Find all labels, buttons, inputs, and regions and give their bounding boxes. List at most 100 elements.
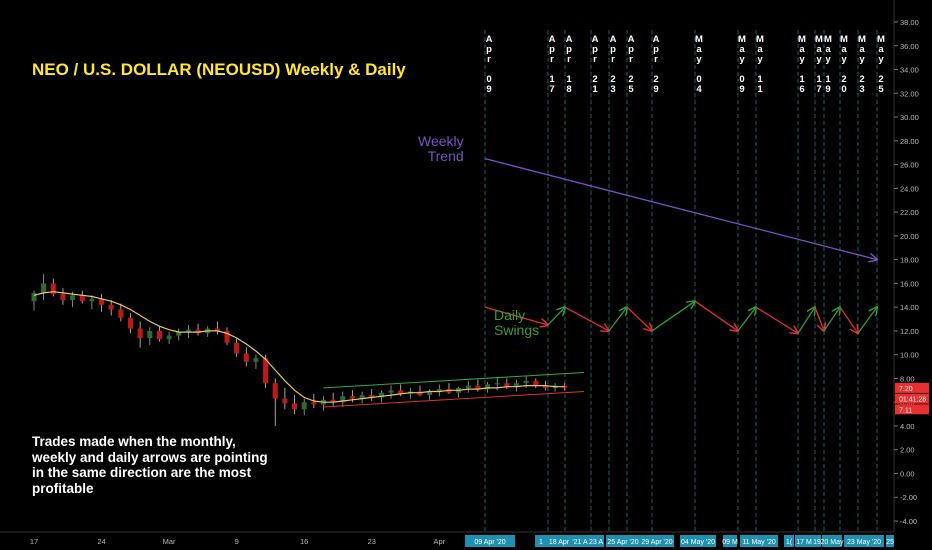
daily-swing-down-arrow xyxy=(755,306,798,333)
date-letter: M xyxy=(877,34,885,45)
y-tick-label: 38.00 xyxy=(900,18,919,27)
date-letter: r xyxy=(593,54,597,65)
date-letter: r xyxy=(611,54,615,65)
date-axis-box xyxy=(844,535,884,547)
y-tick-label: 0.00 xyxy=(900,469,915,478)
date-letter: r xyxy=(629,54,633,65)
candle-body xyxy=(359,395,365,399)
date-letter: 2 xyxy=(653,74,658,85)
daily-swing-down-arrow xyxy=(626,306,652,331)
date-axis-box xyxy=(588,535,604,547)
date-letter: 1 xyxy=(757,74,763,85)
candle-body xyxy=(292,403,298,410)
candle-body xyxy=(427,391,433,396)
date-letter: M xyxy=(858,34,866,45)
date-letter: p xyxy=(486,44,492,55)
date-letter: 7 xyxy=(549,84,554,95)
daily-swing-up-arrow xyxy=(547,307,565,326)
date-letter: a xyxy=(739,44,745,55)
date-letter: 7 xyxy=(816,84,821,95)
date-axis-label: 25 Apr '20 xyxy=(607,539,638,546)
date-axis-label: 17 M xyxy=(796,539,812,546)
date-letter: M xyxy=(798,34,806,45)
date-letter: a xyxy=(696,44,702,55)
y-tick-label: 22.00 xyxy=(900,208,919,217)
candle-body xyxy=(301,402,307,410)
date-letter: M xyxy=(738,34,746,45)
date-axis-box xyxy=(784,535,794,547)
date-letter: a xyxy=(841,44,847,55)
date-axis-label: '21 A xyxy=(572,539,588,546)
date-letter: 2 xyxy=(859,74,864,85)
date-axis-label: 04 May '20 xyxy=(681,539,715,546)
candle-body xyxy=(311,402,317,405)
date-letter: y xyxy=(757,54,763,65)
date-letter: y xyxy=(878,54,884,65)
date-axis-label: 11 May '20 xyxy=(742,539,776,546)
trade-note: Trades made when the monthly, weekly and… xyxy=(32,434,268,496)
y-tick-label: -2.00 xyxy=(900,493,917,502)
candle-body xyxy=(79,295,85,302)
date-axis-label: 09 M xyxy=(722,539,738,546)
daily-swing-up-arrow xyxy=(608,307,627,332)
date-letter: 1 xyxy=(592,84,598,95)
candle-body xyxy=(234,342,240,354)
date-letter: 0 xyxy=(739,74,744,85)
y-tick-label: 28.00 xyxy=(900,137,919,146)
candle-body xyxy=(330,399,336,403)
date-axis-label: 25 xyxy=(886,539,894,546)
date-letter: 0 xyxy=(841,84,846,95)
date-letter: a xyxy=(878,44,884,55)
candle-body xyxy=(349,396,355,399)
date-letter: y xyxy=(799,54,805,65)
date-letter: M xyxy=(695,34,703,45)
date-letter: p xyxy=(549,44,555,55)
date-letter: p xyxy=(592,44,598,55)
date-axis-label: 09 Apr '20 xyxy=(474,539,505,546)
candle-body xyxy=(494,383,500,385)
weekly-label-line1: Weekly xyxy=(418,133,464,149)
candle-body xyxy=(195,329,201,334)
date-axis-label: 1 xyxy=(539,539,543,546)
price-tag-label: 7.11 xyxy=(899,407,912,414)
y-tick-label: 20.00 xyxy=(900,232,919,241)
daily-swing-up-arrow xyxy=(737,307,756,332)
date-letter: r xyxy=(654,54,658,65)
candle-body xyxy=(485,384,491,390)
candle-body xyxy=(89,298,95,302)
date-axis-label: 19 xyxy=(813,539,821,546)
candle-body xyxy=(533,380,539,386)
candle-body xyxy=(398,390,404,394)
date-letter: y xyxy=(859,54,865,65)
date-axis-box xyxy=(606,535,640,547)
candle-body xyxy=(108,304,114,310)
y-tick-label: 32.00 xyxy=(900,89,919,98)
candle-body xyxy=(185,329,191,333)
date-letter: 2 xyxy=(841,74,846,85)
date-axis-box xyxy=(723,535,737,547)
date-letter: a xyxy=(859,44,865,55)
candle-body xyxy=(31,292,37,302)
date-letter: A xyxy=(628,34,635,45)
date-axis-box xyxy=(822,535,842,547)
price-tag-label: 7.20 xyxy=(899,386,913,393)
date-letter: 9 xyxy=(486,84,491,95)
price-tag-box xyxy=(895,382,929,393)
date-axis-label: 18 Apr xyxy=(549,539,570,546)
date-axis-box xyxy=(465,535,515,547)
date-letter: 1 xyxy=(566,74,572,85)
date-letter: 2 xyxy=(592,74,597,85)
daily-swings-label: Daily Swings xyxy=(494,308,539,338)
x-tick-label: 9 xyxy=(235,537,239,546)
candle-body xyxy=(128,317,133,329)
candle-body xyxy=(41,283,47,293)
date-letter: r xyxy=(487,54,491,65)
y-tick-label: 4.00 xyxy=(900,422,915,431)
y-tick-label: 8.00 xyxy=(900,374,915,383)
daily-swing-down-arrow xyxy=(484,306,548,325)
y-tick-label: 34.00 xyxy=(900,66,919,75)
date-letter: a xyxy=(816,44,822,55)
date-axis-box xyxy=(535,535,547,547)
